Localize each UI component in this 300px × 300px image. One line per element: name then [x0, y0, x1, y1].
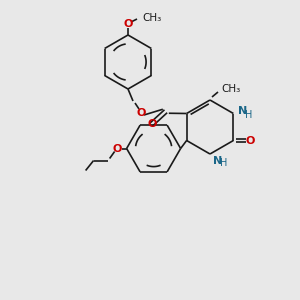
Text: O: O [136, 108, 146, 118]
Text: O: O [147, 119, 157, 129]
Text: O: O [113, 143, 122, 154]
Text: CH₃: CH₃ [221, 84, 240, 94]
Text: N: N [238, 106, 247, 116]
Text: N: N [213, 156, 222, 166]
Text: CH₃: CH₃ [142, 13, 161, 23]
Text: H: H [245, 110, 253, 119]
Text: O: O [123, 19, 133, 29]
Text: H: H [220, 158, 227, 168]
Text: O: O [246, 136, 255, 146]
